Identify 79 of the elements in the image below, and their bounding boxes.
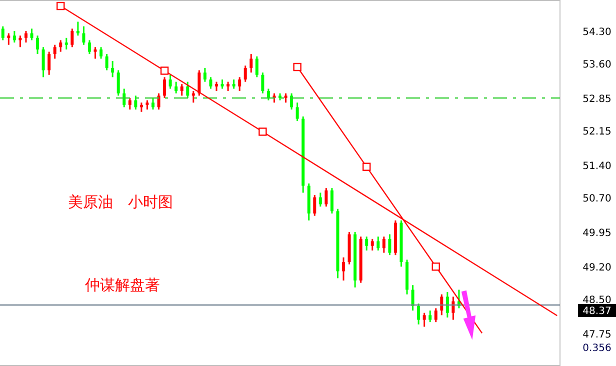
- candlestick: [82, 26, 86, 46]
- annotation: 仲谋解盘著: [85, 276, 160, 294]
- candlestick: [434, 307, 438, 323]
- candlestick: [88, 39, 91, 55]
- candlestick: [232, 78, 236, 90]
- candlestick: [180, 83, 184, 96]
- candlestick: [116, 69, 120, 96]
- candlestick: [255, 56, 258, 78]
- candlestick: [24, 30, 28, 44]
- candlestick: [266, 88, 270, 102]
- candlestick: [111, 60, 114, 78]
- candlestick: [290, 92, 294, 110]
- candlestick: [440, 294, 444, 316]
- candlestick: [64, 37, 68, 50]
- y-tick-label: 49.20: [582, 262, 612, 274]
- candlestick: [157, 92, 160, 110]
- candlestick: [422, 312, 426, 328]
- y-tick-label: 53.60: [582, 59, 612, 70]
- candlestick: [296, 102, 299, 122]
- candlestick: [1, 26, 4, 41]
- candlestick: [42, 46, 45, 78]
- candlestick: [446, 291, 449, 318]
- candlestick: [151, 97, 154, 110]
- candlestick: [370, 238, 374, 252]
- y-tick-label: 52.15: [582, 126, 612, 138]
- y-tick-label: 50.70: [582, 193, 612, 204]
- candlestick: [203, 67, 206, 83]
- candlestick: [186, 81, 190, 99]
- candlestick: [214, 81, 218, 92]
- candlestick: [313, 194, 316, 217]
- candlestick: [250, 53, 253, 74]
- candlestick: [36, 34, 40, 55]
- candlestick: [388, 234, 392, 256]
- candlestick: [428, 310, 432, 323]
- candlestick: [452, 296, 455, 321]
- candlestick: [174, 81, 178, 94]
- candlestick: [226, 81, 230, 92]
- candlestick: [198, 69, 201, 96]
- candlestick: [261, 72, 264, 94]
- candlestick: [411, 284, 414, 312]
- candlestick: [30, 28, 34, 41]
- candlestick: [376, 236, 380, 252]
- y-tick-label: 48.50: [582, 294, 612, 306]
- y-tick-label: 51.40: [582, 160, 612, 172]
- y-tick-label: 54.30: [582, 26, 612, 38]
- candlestick: [128, 97, 132, 110]
- candlestick: [70, 28, 74, 48]
- candlestick: [220, 78, 224, 90]
- candlestick: [48, 51, 51, 76]
- candlestick: [53, 44, 56, 60]
- candlestick: [12, 30, 16, 44]
- candlestick: [100, 46, 103, 60]
- candlestick: [76, 20, 80, 36]
- candlestick: [105, 53, 108, 71]
- candlestick: [417, 302, 420, 326]
- y-tick-label: 52.85: [582, 94, 612, 105]
- annotation: 美原油 小时图: [68, 193, 173, 211]
- candlestick: [342, 256, 346, 282]
- text: 0.356: [582, 343, 612, 354]
- candlestick: [318, 192, 322, 208]
- candlestick: [330, 187, 334, 214]
- candlestick: [134, 94, 138, 110]
- candlestick: [365, 236, 368, 252]
- candlestick: [324, 187, 328, 208]
- ref-line-label: 48.37: [582, 306, 612, 317]
- candlestick: [382, 236, 386, 254]
- candlestick: [122, 88, 126, 108]
- y-tick-label: 49.95: [582, 228, 612, 239]
- candlestick: [94, 46, 97, 60]
- candlestick: [209, 76, 212, 90]
- candlestick: [168, 74, 172, 90]
- candlestick: [244, 64, 247, 83]
- candlestick: [284, 92, 288, 104]
- y-tick-label: 47.75: [582, 330, 612, 341]
- candlestick: [238, 76, 242, 92]
- candlestick: [7, 32, 10, 46]
- candlestick: [163, 76, 166, 99]
- candlestick: [146, 100, 149, 110]
- candlestick: [59, 39, 62, 53]
